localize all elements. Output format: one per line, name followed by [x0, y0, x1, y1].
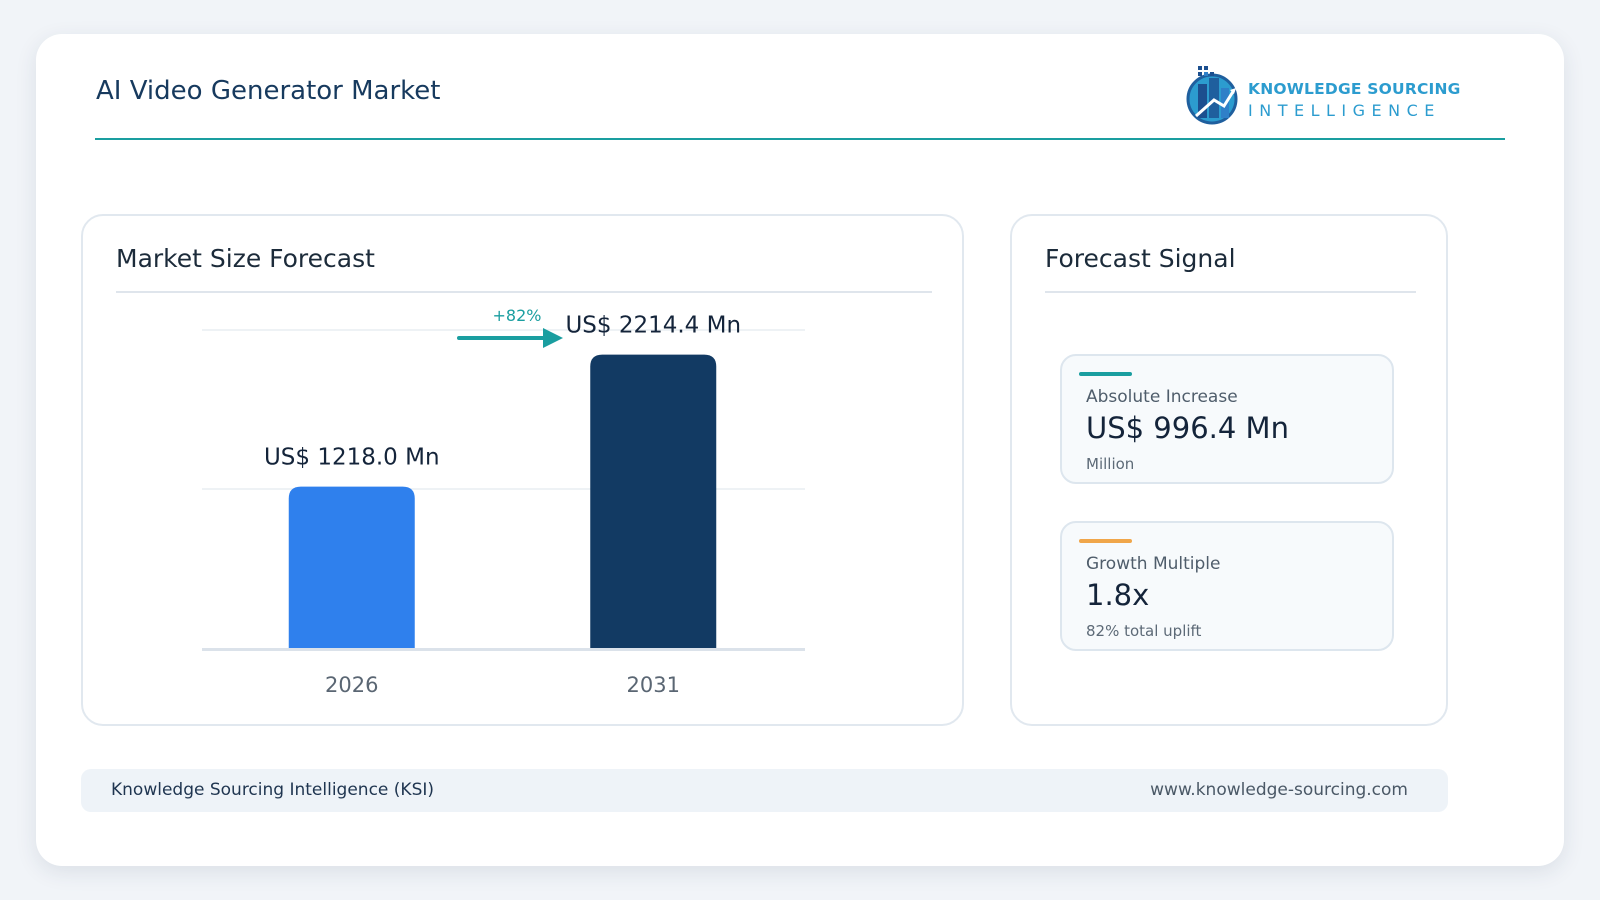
- header-divider: [95, 138, 1505, 140]
- chart-panel: Market Size Forecast US$ 1218.0 Mn 2026 US…: [81, 214, 964, 726]
- stat-label: Growth Multiple: [1086, 554, 1221, 574]
- data-label-2026: US$ 1218.0 Mn: [264, 445, 440, 471]
- signal-panel-title: Forecast Signal: [1045, 244, 1236, 273]
- bar-2031: [590, 354, 717, 648]
- stat-label: Absolute Increase: [1086, 387, 1238, 407]
- x-tick-label-2031: 2031: [627, 673, 680, 697]
- stat-card-absolute-increase: Absolute Increase US$ 996.4 Mn Million: [1060, 354, 1394, 484]
- report-card: AI Video Generator Market KNOWLEDGE SOUR…: [36, 34, 1564, 866]
- building-chart-logo-icon: [1186, 66, 1238, 125]
- footer-company-name: Knowledge Sourcing Intelligence (KSI): [111, 780, 435, 800]
- stat-note: 82% total uplift: [1086, 622, 1202, 640]
- stat-value: 1.8x: [1086, 578, 1150, 612]
- x-tick-label-2026: 2026: [325, 673, 378, 697]
- footer-bar: Knowledge Sourcing Intelligence (KSI) ww…: [81, 769, 1448, 812]
- chart-panel-title: Market Size Forecast: [116, 244, 375, 273]
- stat-accent-bar: [1079, 539, 1132, 543]
- growth-annotation-label: +82%: [493, 306, 542, 325]
- signal-panel-divider: [1045, 291, 1416, 293]
- growth-arrow-head: [543, 328, 563, 348]
- data-label-2031: US$ 2214.4 Mn: [565, 313, 741, 339]
- bar-2026: [288, 486, 415, 648]
- signal-panel: Forecast Signal Absolute Increase US$ 99…: [1010, 214, 1448, 726]
- logo-text-primary: KNOWLEDGE SOURCING: [1248, 80, 1461, 98]
- logo-text-secondary: INTELLIGENCE: [1248, 101, 1441, 120]
- footer-website-link[interactable]: www.knowledge-sourcing.com: [1150, 780, 1408, 800]
- page-title: AI Video Generator Market: [96, 76, 441, 106]
- bar-chart: US$ 1218.0 Mn 2026 US$ 2214.4 Mn 2031 +82%: [202, 306, 805, 697]
- chart-panel-divider: [116, 291, 932, 293]
- stat-card-growth-multiple: Growth Multiple 1.8x 82% total uplift: [1060, 521, 1394, 651]
- stat-note: Million: [1086, 455, 1135, 473]
- stat-value: US$ 996.4 Mn: [1086, 411, 1289, 445]
- company-logo: KNOWLEDGE SOURCING INTELLIGENCE: [1184, 60, 1460, 130]
- stat-accent-bar: [1079, 372, 1132, 376]
